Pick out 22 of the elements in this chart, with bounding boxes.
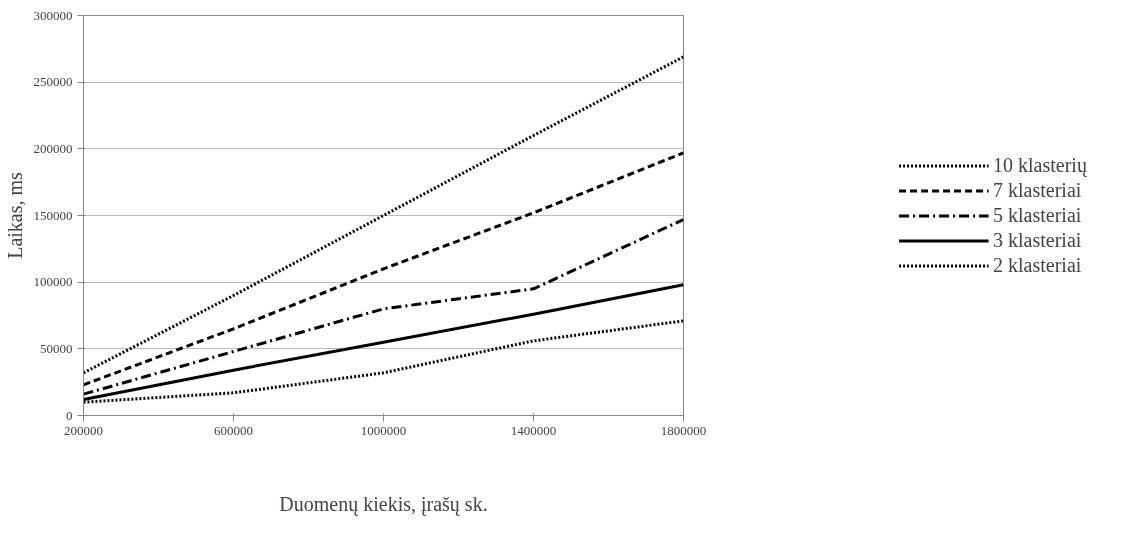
x-tick-label: 200000 <box>64 422 103 438</box>
y-axis-title: Laikas, ms <box>3 171 26 259</box>
x-tick-label: 1800000 <box>660 422 707 438</box>
y-tick-label: 100000 <box>33 274 73 290</box>
line-series <box>83 218 684 396</box>
x-axis-title: Duomenų kiekis, įrašų sk. <box>279 492 488 516</box>
y-tick-label: 0 <box>66 407 73 423</box>
line-series <box>83 151 684 387</box>
legend-label: 5 klasteriai <box>993 203 1082 227</box>
x-tick-label: 600000 <box>214 422 253 438</box>
line-series <box>83 55 684 375</box>
x-tick-label: 1000000 <box>360 422 407 438</box>
y-tick-label: 300000 <box>33 7 73 23</box>
y-tick-label: 250000 <box>33 74 73 90</box>
y-tick-label: 50000 <box>40 340 73 356</box>
legend-label: 7 klasteriai <box>993 178 1082 202</box>
legend-label: 2 klasteriai <box>993 253 1082 277</box>
y-tick-label: 200000 <box>33 140 73 156</box>
legend-label: 10 klasterių <box>993 153 1087 177</box>
x-tick-label: 1400000 <box>510 422 557 438</box>
legend-label: 3 klasteriai <box>993 228 1082 252</box>
y-tick-label: 150000 <box>33 207 73 223</box>
